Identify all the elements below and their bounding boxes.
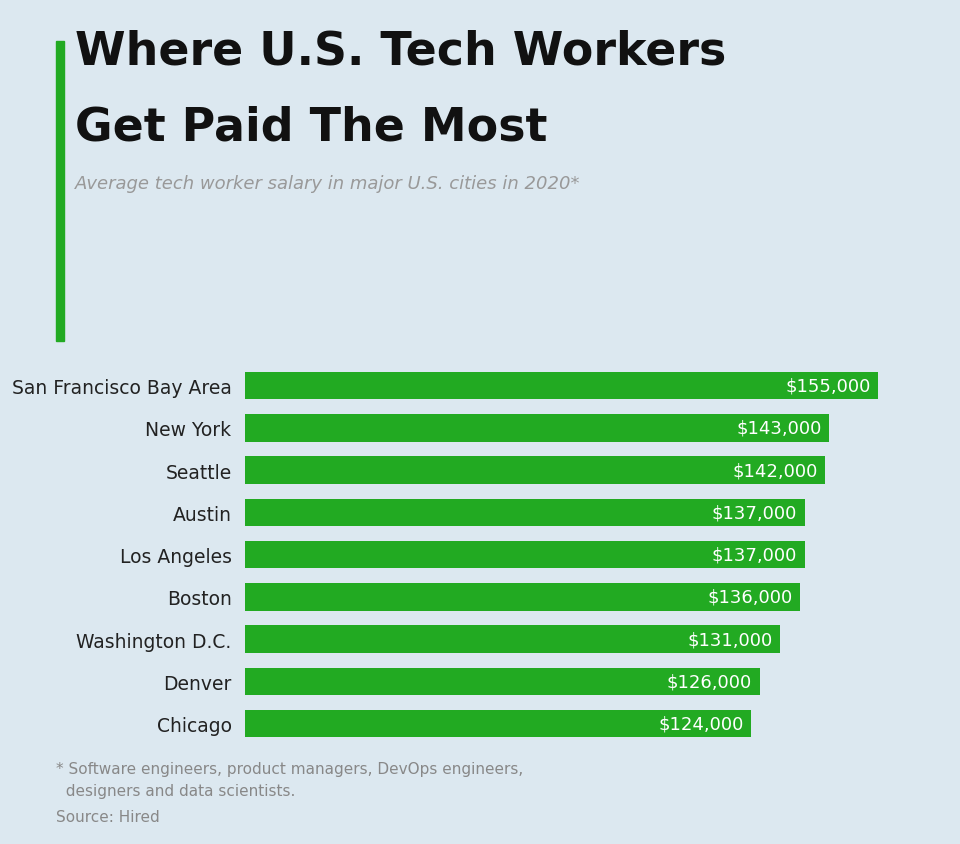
Bar <box>245 372 878 400</box>
Text: $124,000: $124,000 <box>659 715 744 733</box>
Bar <box>245 625 780 653</box>
Text: $137,000: $137,000 <box>711 546 797 564</box>
Text: $126,000: $126,000 <box>667 673 753 690</box>
Text: $143,000: $143,000 <box>736 419 822 437</box>
Text: * Software engineers, product managers, DevOps engineers,: * Software engineers, product managers, … <box>56 761 523 776</box>
Text: Get Paid The Most: Get Paid The Most <box>75 106 547 150</box>
Bar <box>245 414 829 442</box>
Text: designers and data scientists.: designers and data scientists. <box>56 783 295 798</box>
Bar <box>245 583 801 611</box>
Text: $131,000: $131,000 <box>687 630 773 648</box>
Text: Where U.S. Tech Workers: Where U.S. Tech Workers <box>75 30 726 74</box>
Text: $136,000: $136,000 <box>708 588 793 606</box>
Text: $137,000: $137,000 <box>711 504 797 522</box>
Text: Source: Hired: Source: Hired <box>56 809 159 824</box>
Bar <box>245 541 804 569</box>
Text: Average tech worker salary in major U.S. cities in 2020*: Average tech worker salary in major U.S.… <box>75 175 581 192</box>
Text: $142,000: $142,000 <box>732 462 818 479</box>
Bar <box>245 499 804 527</box>
Bar <box>245 457 825 484</box>
Text: $155,000: $155,000 <box>785 377 871 395</box>
Bar <box>245 710 752 738</box>
Bar <box>245 668 759 695</box>
